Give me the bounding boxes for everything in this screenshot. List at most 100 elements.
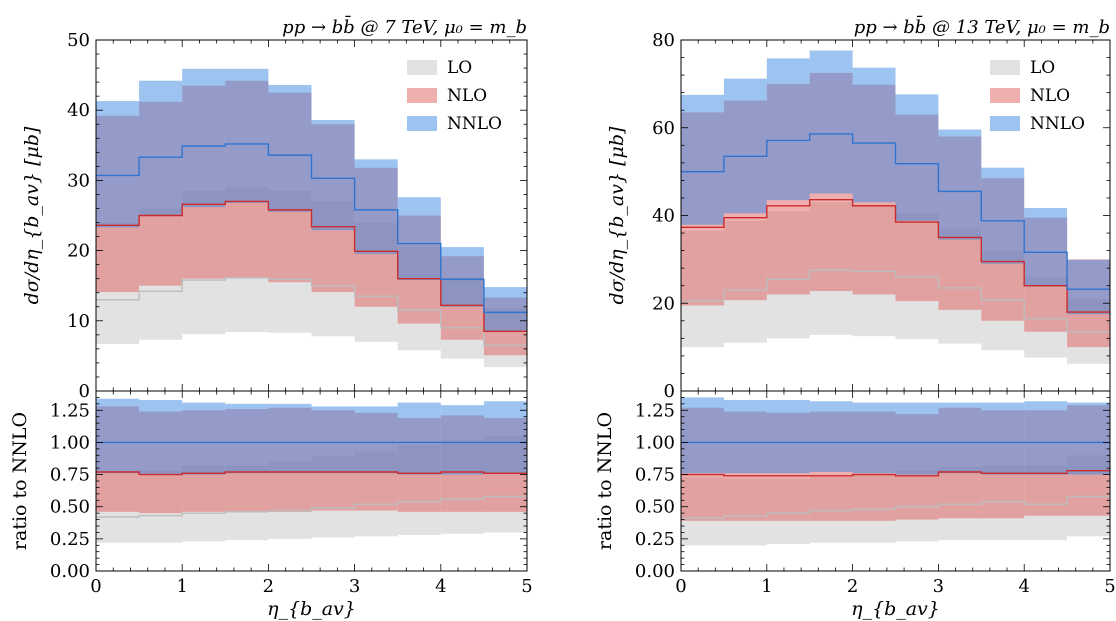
ratio-band-nnlo-bin-4: [268, 403, 312, 474]
y-tick-label-main: 60: [652, 118, 675, 139]
ratio-central-line-nlo: [96, 471, 527, 476]
ratio-central-line-nlo: [681, 470, 1110, 477]
ratio-band-nnlo-bin-0: [681, 397, 724, 474]
ratio-band-nnlo-bin-9: [1067, 402, 1110, 475]
legend-label-nlo: NLO: [1030, 86, 1070, 106]
y-tick-label-ratio: 1.00: [50, 432, 90, 453]
main-band-nnlo-bin-5: [895, 94, 939, 221]
ratio-central-line-lo: [681, 495, 1110, 519]
y-tick-label-ratio: 1.00: [635, 432, 675, 453]
chart-title: pp → bb̄ @ 13 TeV, μ₀ = m_b: [854, 14, 1110, 38]
y-axis-label-ratio: ratio to NNLO: [594, 412, 616, 550]
legend-swatch-nnlo: [990, 116, 1020, 131]
ratio-band-nnlo-bin-7: [397, 402, 441, 475]
y-tick-label-ratio: 0.25: [635, 529, 675, 550]
ratio-band-nnlo-bin-2: [182, 402, 226, 475]
y-tick-label-ratio: 1.25: [635, 400, 675, 421]
x-tick-label: 0: [90, 576, 101, 597]
main-band-nnlo-bin-7: [397, 197, 441, 281]
main-central-line-lo: [681, 269, 1110, 333]
main-plot-area: [96, 68, 527, 368]
y-tick-label-ratio: 0.25: [50, 529, 90, 550]
ratio-plot-area: [96, 398, 527, 543]
main-band-nnlo-bin-3: [809, 50, 853, 194]
legend-swatch-nlo: [990, 88, 1020, 103]
ratio-band-nnlo-bin-3: [809, 401, 853, 472]
legend-label-lo: LO: [447, 58, 472, 78]
legend-swatch-lo: [407, 60, 437, 75]
ratio-band-nnlo-bin-8: [1024, 401, 1068, 475]
main-band-nnlo-bin-6: [938, 129, 982, 240]
x-tick-label: 4: [1018, 576, 1029, 597]
y-tick-label-main: 50: [67, 30, 90, 51]
ratio-central-line-lo: [96, 495, 527, 518]
legend-swatch-nlo: [407, 88, 437, 103]
y-tick-label-ratio: 0.00: [50, 561, 90, 582]
ratio-band-nnlo-bin-2: [766, 400, 810, 474]
main-band-nnlo-bin-3: [225, 68, 269, 203]
main-band-nnlo-bin-9: [483, 287, 527, 332]
main-central-line-nnlo: [681, 133, 1110, 290]
x-tick-label: 2: [263, 576, 274, 597]
main-band-nnlo-bin-1: [139, 80, 183, 216]
legend-label-nnlo: NNLO: [1030, 114, 1085, 134]
y-tick-label-main: 40: [652, 206, 675, 227]
y-tick-label-ratio: 0.00: [635, 561, 675, 582]
y-tick-label-main: 40: [67, 100, 90, 121]
ratio-band-nnlo-bin-1: [723, 400, 767, 474]
main-band-nnlo-bin-2: [766, 58, 810, 201]
main-band-nnlo-bin-6: [354, 159, 398, 255]
main-central-line-nnlo: [96, 143, 527, 314]
y-tick-label-main: 80: [652, 30, 675, 51]
x-tick-label: 1: [176, 576, 187, 597]
x-tick-label: 1: [761, 576, 772, 597]
main-band-nnlo-bin-4: [852, 67, 896, 203]
y-tick-label-main: 20: [652, 293, 675, 314]
y-tick-label-ratio: 0.50: [635, 497, 675, 518]
legend-label-nlo: NLO: [447, 86, 487, 106]
x-tick-label: 2: [847, 576, 858, 597]
ratio-plot-area: [681, 397, 1110, 546]
x-tick-label: 3: [349, 576, 360, 597]
legend: LO NLO NNLO: [990, 58, 1085, 134]
main-band-nnlo-bin-0: [681, 94, 724, 225]
ratio-band-nnlo-bin-7: [981, 402, 1025, 475]
y-axis-label-ratio: ratio to NNLO: [9, 412, 31, 550]
ratio-band-nnlo-bin-5: [895, 402, 939, 475]
y-tick-label-ratio: 0.75: [635, 465, 675, 486]
ratio-band-nnlo-bin-5: [311, 406, 355, 474]
ratio-band-nnlo-bin-1: [139, 400, 183, 475]
main-plot-area: [681, 50, 1110, 364]
chart-title: pp → bb̄ @ 7 TeV, μ₀ = m_b: [282, 14, 527, 38]
chart-panel-1: 0 1 2 3 4 5 0 20 40 60 80 0.00 0.25 0.50 0.75 1.00 1.25 p…: [594, 14, 1116, 620]
main-band-nnlo-bin-8: [1024, 208, 1068, 287]
ratio-band-nnlo-bin-8: [440, 405, 484, 475]
main-band-nnlo-bin-4: [268, 84, 312, 212]
y-tick-label-main: 20: [67, 241, 90, 262]
x-tick-label: 5: [1104, 576, 1115, 597]
main-central-line-lo: [96, 277, 527, 347]
y-tick-label-ratio: 1.25: [50, 400, 90, 421]
main-central-line-nlo: [681, 199, 1110, 313]
main-band-nnlo-bin-1: [723, 78, 767, 214]
ratio-band-nnlo-bin-4: [852, 402, 896, 474]
y-tick-label-main: 0: [664, 381, 675, 402]
x-axis-label: η_{b_av}: [267, 598, 356, 620]
main-central-line-nlo: [96, 200, 527, 333]
ratio-band-nnlo-bin-9: [483, 401, 527, 474]
x-axis-label: η_{b_av}: [851, 598, 940, 620]
main-band-nnlo-bin-8: [440, 247, 484, 307]
ratio-band-nnlo-bin-6: [354, 406, 398, 474]
main-band-nnlo-bin-5: [311, 120, 355, 231]
main-band-nnlo-bin-0: [96, 101, 140, 228]
y-tick-label-main: 30: [67, 170, 90, 191]
legend: LO NLO NNLO: [407, 58, 502, 134]
legend-label-lo: LO: [1030, 58, 1055, 78]
legend-swatch-nnlo: [407, 116, 437, 131]
main-band-nnlo-bin-7: [981, 167, 1025, 264]
y-tick-label-main: 0: [79, 381, 90, 402]
y-tick-label-ratio: 0.50: [50, 497, 90, 518]
main-band-nnlo-bin-2: [182, 68, 226, 208]
x-tick-label: 4: [435, 576, 446, 597]
